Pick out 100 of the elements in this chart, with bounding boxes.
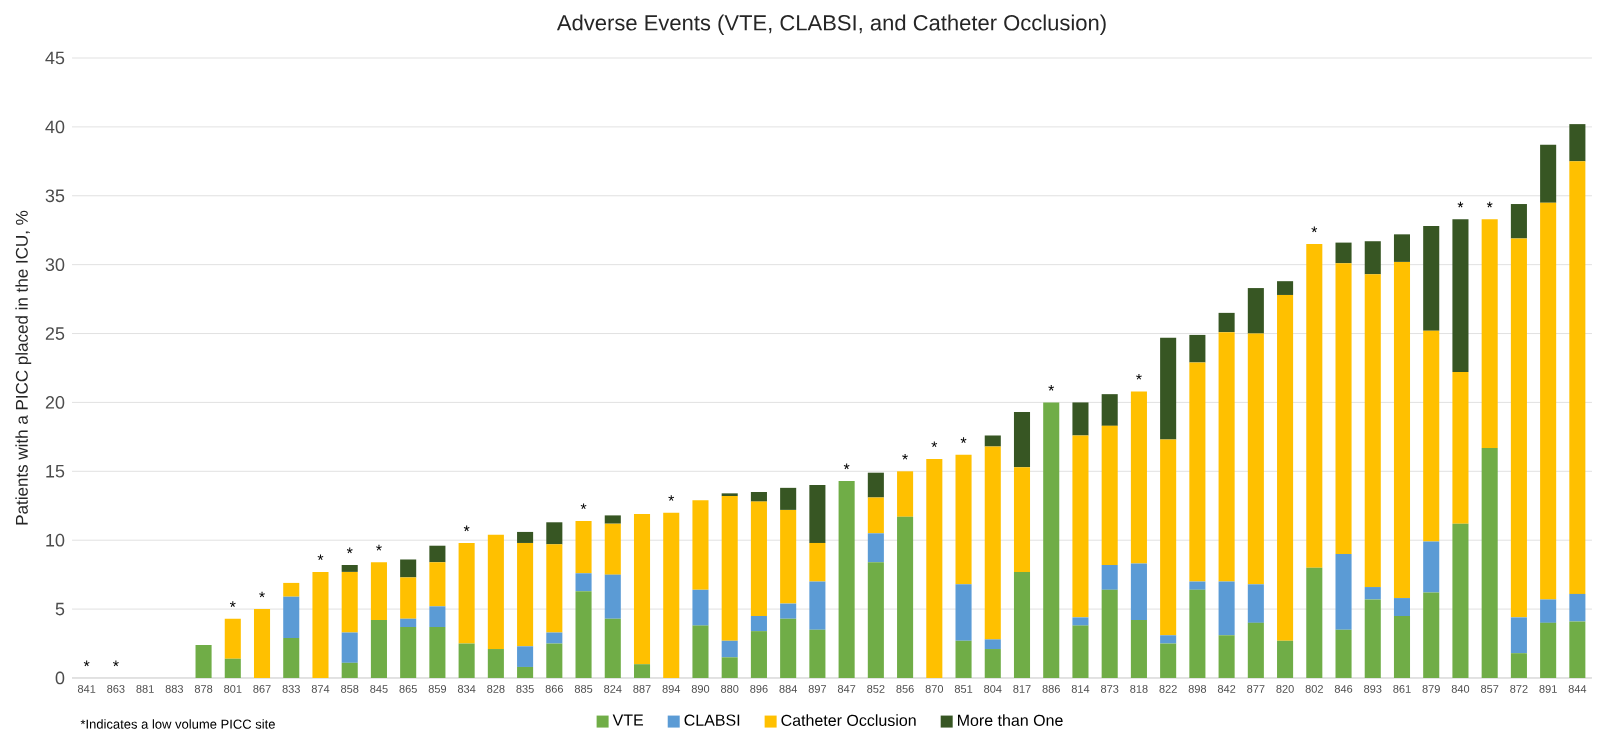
bar	[1013, 412, 1031, 468]
y-tick-label: 30	[45, 258, 65, 272]
bar	[429, 562, 446, 607]
chart-title: Adverse Events (VTE, CLABSI, and Catheter Occlusion)	[556, 14, 1106, 35]
y-tick-label: 5	[55, 602, 65, 616]
bar	[1423, 226, 1440, 331]
bar	[1569, 593, 1586, 622]
bar	[1335, 629, 1352, 678]
annotation: *	[1311, 226, 1318, 233]
bar	[721, 496, 738, 641]
bar	[633, 514, 651, 665]
annotation: *	[580, 503, 587, 510]
bar	[1072, 625, 1089, 678]
bar	[1160, 337, 1177, 440]
bar	[341, 632, 358, 663]
bar	[1510, 238, 1527, 618]
bar	[546, 522, 563, 545]
bar	[780, 487, 797, 510]
bar	[1072, 435, 1089, 618]
bar	[1335, 553, 1352, 630]
bar	[1452, 372, 1469, 524]
bar	[1043, 402, 1060, 678]
annotation: *	[960, 437, 967, 443]
bar	[1423, 541, 1440, 593]
bar	[1101, 394, 1118, 426]
bar	[1277, 640, 1294, 678]
bar	[429, 626, 446, 678]
bar	[1364, 587, 1381, 600]
bar	[780, 509, 797, 604]
bar	[1569, 124, 1586, 162]
bar	[1510, 653, 1527, 678]
bar	[809, 485, 826, 543]
bar	[1364, 241, 1381, 275]
bar	[575, 573, 592, 592]
bar	[458, 542, 475, 644]
annotation: *	[902, 453, 908, 460]
bar	[1540, 599, 1557, 623]
bar	[1160, 635, 1177, 644]
bar	[809, 629, 826, 678]
annotation: *	[1457, 201, 1464, 208]
bar	[1393, 615, 1411, 678]
bar	[341, 662, 358, 678]
bar	[1218, 581, 1235, 636]
bar	[1101, 589, 1118, 678]
bar	[984, 446, 1001, 640]
bar	[341, 565, 358, 572]
bar	[1510, 617, 1527, 654]
annotation: *	[346, 547, 353, 554]
bar	[926, 458, 943, 678]
bar	[400, 577, 417, 619]
annotation: *	[317, 554, 324, 561]
bar	[780, 603, 797, 619]
annotation: *	[83, 660, 90, 667]
bar	[867, 533, 884, 563]
annotation: *	[668, 495, 675, 501]
bar	[312, 571, 329, 678]
bar	[897, 471, 914, 517]
bar	[517, 542, 534, 647]
bar	[1277, 281, 1294, 295]
annotation: *	[1486, 201, 1493, 208]
bar	[1218, 332, 1235, 582]
bar	[984, 639, 1001, 650]
bar	[1452, 523, 1469, 678]
bar	[1247, 622, 1264, 678]
bar	[984, 649, 1001, 678]
bar	[955, 454, 972, 585]
bar	[692, 500, 709, 590]
bar	[1247, 333, 1264, 585]
bar	[721, 657, 738, 678]
bar	[546, 632, 563, 644]
y-tick-label: 25	[45, 327, 65, 340]
annotation: *	[376, 544, 382, 551]
bar	[1218, 312, 1235, 333]
bar	[633, 664, 651, 678]
bar	[546, 643, 563, 678]
bar	[1306, 243, 1323, 568]
y-tick-label: 20	[45, 396, 65, 409]
bar	[809, 542, 826, 582]
y-axis-title: Patients with a PICC placed in the ICU, %	[15, 210, 32, 525]
bar	[984, 435, 1001, 447]
bar	[370, 620, 387, 678]
bar	[1130, 563, 1147, 621]
bar	[1013, 571, 1031, 678]
bar	[283, 582, 300, 597]
bar	[1189, 589, 1206, 678]
bar	[487, 534, 504, 650]
bar	[224, 658, 241, 678]
bar	[1540, 202, 1557, 600]
bar	[429, 545, 446, 563]
bar	[1247, 584, 1264, 623]
bar	[1072, 402, 1089, 436]
annotation: *	[259, 591, 265, 598]
bar	[1247, 288, 1264, 334]
bar	[838, 480, 855, 678]
bar	[283, 596, 300, 639]
bar	[546, 544, 563, 633]
bar	[517, 666, 534, 678]
annotation: *	[1048, 385, 1055, 391]
bar	[1130, 391, 1147, 564]
bar	[1160, 439, 1177, 636]
